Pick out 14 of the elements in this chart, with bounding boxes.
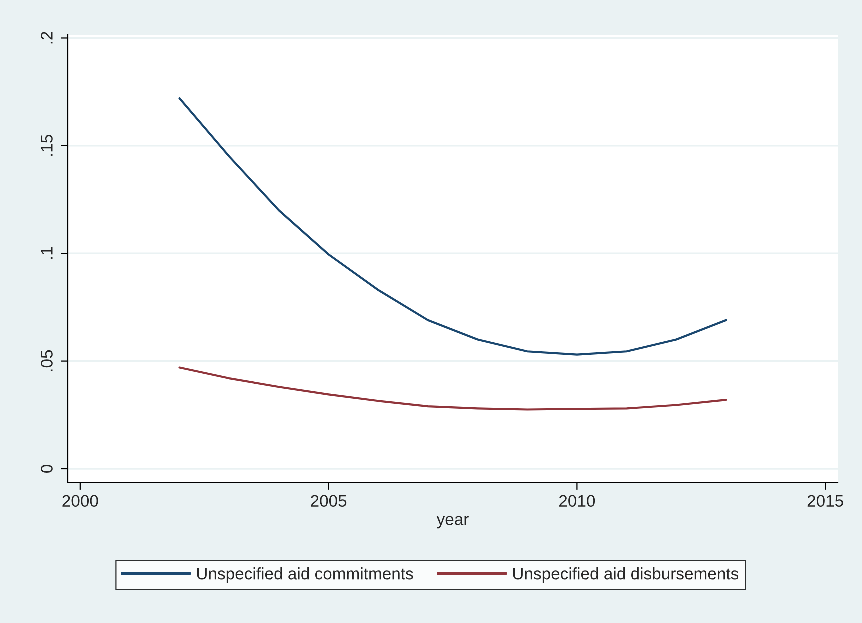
y-tick-label: .2 <box>41 32 53 44</box>
line-series <box>178 366 728 411</box>
line-series <box>178 97 728 356</box>
x-tick-label: 2000 <box>62 495 98 508</box>
legend-label: Unspecified aid commitments <box>197 568 414 584</box>
y-tick-label: .05 <box>41 350 53 372</box>
x-tick-label: 2005 <box>311 495 347 508</box>
x-axis-title: year <box>436 516 469 529</box>
x-tick-label: 2015 <box>808 495 844 508</box>
y-tick-label: .1 <box>41 247 53 260</box>
y-tick-label: .15 <box>41 135 53 156</box>
legend-label: Unspecified aid disbursements <box>513 568 739 584</box>
y-tick-label: 0 <box>41 465 53 473</box>
x-tick-label: 2010 <box>559 495 596 508</box>
